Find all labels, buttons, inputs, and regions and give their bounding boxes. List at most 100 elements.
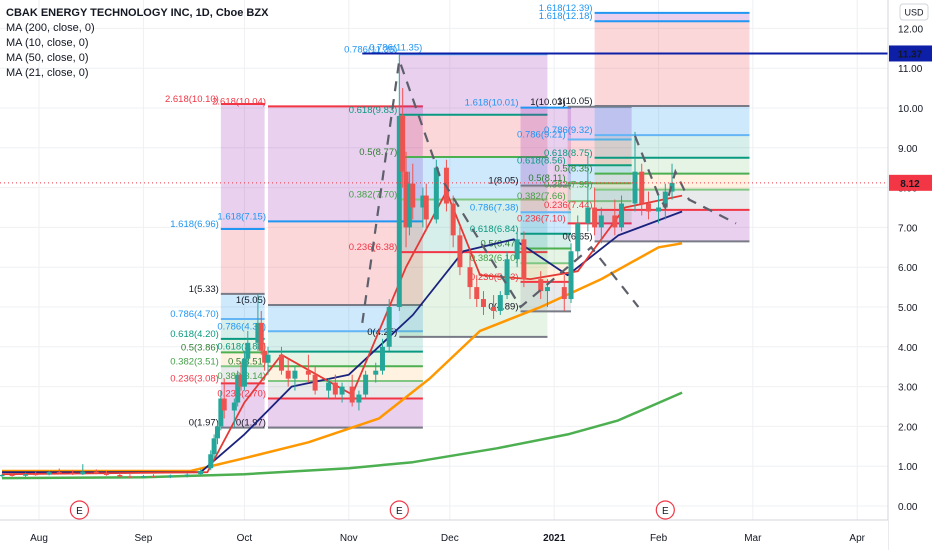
- earnings-flag-label: E: [662, 506, 669, 517]
- earnings-flag-icon[interactable]: E: [389, 500, 409, 520]
- candle-body: [457, 235, 463, 268]
- fib-level-label: 0(4.25): [367, 327, 397, 338]
- fib-zone: [567, 139, 632, 166]
- fib-zone: [520, 212, 572, 234]
- candle-body: [231, 402, 237, 411]
- fib-level-label: 0.236(3.08): [170, 373, 219, 384]
- candle-body: [184, 474, 190, 476]
- candle-body: [396, 115, 402, 308]
- y-tick-label: 11.00: [898, 64, 923, 75]
- candle-body: [423, 195, 429, 220]
- candle-body: [241, 358, 247, 387]
- candle-body: [332, 382, 338, 395]
- indicator-ma200[interactable]: MA (200, close, 0): [6, 22, 95, 34]
- candle-body: [56, 472, 62, 474]
- earnings-flag-icon[interactable]: E: [655, 500, 675, 520]
- candle-body: [480, 299, 486, 307]
- candle-body: [151, 476, 157, 478]
- candle-body: [363, 374, 369, 395]
- candle-body: [491, 307, 497, 311]
- fib-zone: [520, 233, 572, 249]
- fib-level-label: 0.786(9.21): [517, 129, 566, 140]
- fib-level-label: 0.5(6.47): [480, 238, 518, 249]
- candle-body: [140, 476, 146, 478]
- fib-level-label: 1(5.33): [189, 284, 219, 295]
- fib-level-label: 0(1.97): [189, 418, 219, 429]
- x-tick-label: Feb: [650, 533, 668, 544]
- y-tick-label: 10.00: [898, 104, 923, 115]
- candle-body: [218, 398, 224, 427]
- candle-body: [450, 203, 456, 236]
- candle-body: [356, 394, 362, 403]
- fib-level-label: 0.618(8.75): [544, 148, 593, 159]
- fib-zone: [220, 228, 265, 294]
- earnings-flag-label: E: [396, 506, 403, 517]
- candle-body: [262, 350, 268, 363]
- earnings-flag-icon[interactable]: E: [69, 500, 90, 520]
- candle-body: [474, 287, 480, 300]
- fib-zone: [399, 54, 548, 115]
- candle-body: [0, 474, 5, 477]
- indicator-ma21[interactable]: MA (21, close, 0): [6, 67, 89, 79]
- candle-body: [278, 354, 284, 371]
- candle-body: [504, 259, 510, 296]
- fib-level-label: 0(4.89): [488, 301, 518, 312]
- candle-body: [403, 171, 409, 228]
- x-tick-label: Apr: [849, 533, 865, 544]
- fib-level-label: 0.382(7.95): [544, 180, 593, 191]
- candle-body: [245, 342, 251, 359]
- candle-body: [339, 386, 345, 395]
- y-tick-label: 5.00: [898, 303, 918, 314]
- candle-body: [70, 472, 76, 475]
- x-tick-label: Aug: [30, 533, 48, 544]
- y-tick-label: 4.00: [898, 343, 918, 354]
- plot-background: [0, 0, 888, 520]
- fib-level-label: 0.382(3.51): [170, 356, 219, 367]
- candle-body: [420, 195, 426, 208]
- candle-body: [167, 475, 173, 477]
- candle-body: [379, 346, 385, 371]
- indicator-ma50[interactable]: MA (50, close, 0): [6, 52, 89, 64]
- candle-body: [568, 251, 574, 300]
- candle-body: [292, 370, 298, 379]
- candle-body: [33, 474, 39, 476]
- candle-body: [598, 215, 604, 228]
- candle-body: [23, 474, 29, 476]
- fib-zone: [220, 338, 265, 353]
- fib-level-label: 1(5.05): [236, 295, 266, 306]
- earnings-flag-circle: [69, 500, 90, 520]
- candle-body: [211, 438, 217, 455]
- fib-level-label: 1(10.05): [557, 96, 592, 107]
- candle-body: [575, 223, 581, 252]
- projection-path: [633, 135, 737, 225]
- candle-body: [255, 322, 261, 343]
- high-price-marker: [889, 45, 932, 62]
- x-tick-label: Sep: [135, 533, 153, 544]
- candle-body: [208, 454, 214, 469]
- fib-level-label: 0.618(4.20): [170, 329, 219, 340]
- candle-body: [592, 207, 598, 228]
- indicator-ma10[interactable]: MA (10, close, 0): [6, 37, 89, 49]
- fib-level-label: 0(1.97): [236, 418, 266, 429]
- fib-zone: [567, 183, 632, 202]
- fib-level-label: 0.5(8.35): [555, 164, 593, 175]
- candle-body: [349, 386, 355, 403]
- symbol-title[interactable]: CBAK ENERGY TECHNOLOGY INC, 1D, Cboe BZX: [6, 7, 269, 19]
- earnings-flag-circle: [655, 500, 675, 520]
- chart-legend: CBAK ENERGY TECHNOLOGY INC, 1D, Cboe BZX…: [6, 6, 268, 81]
- candle-body: [544, 287, 550, 292]
- fib-zone: [220, 104, 265, 229]
- candle-body: [46, 472, 52, 475]
- candle-body: [214, 426, 220, 439]
- fib-level-label: 0.236(7.10): [517, 213, 566, 224]
- price-axis: [888, 0, 932, 550]
- fib-level-label: 1.618(10.01): [465, 98, 519, 109]
- last-price-marker: [889, 174, 932, 191]
- y-tick-label: 0.00: [898, 502, 918, 513]
- fib-level-label: 0.786(7.38): [470, 202, 519, 213]
- candle-body: [326, 382, 332, 391]
- fib-level-label: 1(10.03): [530, 97, 565, 108]
- candle-body: [221, 398, 227, 411]
